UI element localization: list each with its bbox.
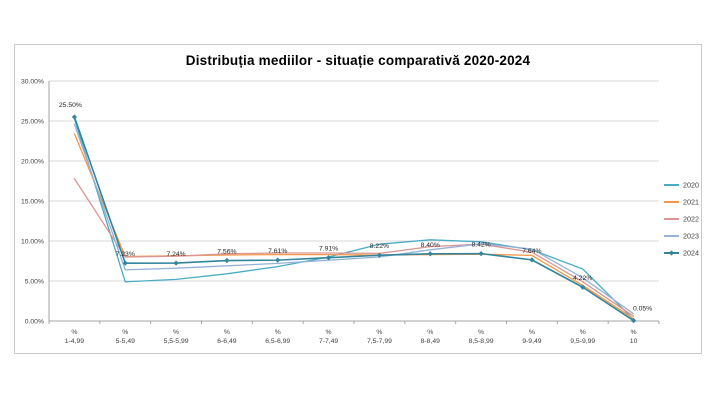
x-tick-label: %	[224, 329, 230, 336]
legend-label: 2021	[683, 198, 699, 207]
y-tick-label: 10.00%	[21, 238, 44, 245]
data-label: 8.40%	[421, 242, 440, 249]
series-marker-2024	[275, 257, 281, 263]
legend-marker	[668, 250, 675, 256]
legend-item-2023: 2023	[664, 232, 699, 241]
y-tick-label: 15.00%	[21, 198, 44, 205]
x-tick-label: %	[631, 329, 637, 336]
x-tick-label: 7-7,49	[319, 338, 338, 345]
data-label: 7.91%	[319, 246, 338, 253]
series-marker-2024	[173, 260, 179, 266]
chart-title: Distribuția mediilor - situație comparat…	[185, 53, 531, 68]
series-marker-2024	[122, 260, 128, 266]
x-tick-label: 8,5-8,99	[469, 338, 494, 345]
data-label: 8.42%	[471, 242, 490, 249]
y-tick-label: 0.00%	[25, 318, 44, 325]
chart-canvas: 0.00% 5.00% 10.00% 15.00% 20.00% 25.00% 30.00%…	[21, 78, 699, 345]
x-tick-label: 6,5-6,99	[265, 338, 290, 345]
data-label: 25.50%	[59, 102, 82, 109]
x-tick-label: %	[173, 329, 179, 336]
series-line-2021	[73, 133, 635, 320]
legend-item-2020: 2020	[664, 181, 699, 190]
x-tick-label: 9,5-9,99	[570, 338, 595, 345]
data-label: 7.56%	[217, 249, 236, 256]
series-marker-2024	[580, 284, 586, 290]
x-tick-label: %	[275, 329, 281, 336]
y-tick-label: 5.00%	[25, 278, 44, 285]
legend-item-2024: 2024	[664, 249, 699, 258]
y-tick-label: 25.00%	[21, 118, 44, 125]
series-line-2023	[73, 123, 635, 315]
x-tick-label: 1-4,99	[65, 338, 84, 345]
x-tick-label: %	[71, 329, 77, 336]
legend-label: 2022	[683, 215, 699, 224]
legend-label: 2020	[683, 181, 699, 190]
data-label: 7.61%	[268, 248, 287, 255]
x-tick-label: 8-8,49	[421, 338, 440, 345]
legend-item-2022: 2022	[664, 215, 699, 224]
x-tick-label: %	[580, 329, 586, 336]
x-tick-label: %	[529, 329, 535, 336]
x-tick-label: 9-9,49	[522, 338, 541, 345]
series-line-2022	[73, 177, 635, 317]
x-tick-label: 5-5,49	[116, 338, 135, 345]
series-marker-2024	[427, 251, 433, 257]
x-tick-label: 7,5-7,99	[367, 338, 392, 345]
data-label: 4.22%	[573, 275, 592, 282]
series-marker-2024	[630, 318, 637, 324]
series-marker-2024	[224, 257, 230, 264]
x-tick-label: 10	[630, 338, 638, 345]
series-marker-2024	[478, 251, 484, 257]
y-tick-label: 30.00%	[21, 78, 44, 85]
chart-frame: Distribuția mediilor - situație comparat…	[14, 44, 702, 354]
legend-label: 2024	[683, 249, 699, 258]
legend-label: 2023	[683, 232, 699, 241]
data-label: 0.05%	[633, 306, 652, 313]
x-tick-label: %	[427, 329, 433, 336]
series-line-2020	[73, 117, 635, 321]
series-marker-2024	[529, 257, 535, 263]
data-label: 7.24%	[166, 251, 185, 258]
y-tick-label: 20.00%	[21, 158, 44, 165]
x-tick-label: 5,5-5,99	[164, 338, 189, 345]
series-marker-2024	[71, 114, 78, 120]
data-label: 7.23%	[116, 251, 135, 258]
x-tick-label: 6-6,49	[217, 338, 236, 345]
series-line-2024	[73, 116, 635, 322]
x-tick-label: %	[326, 329, 332, 336]
x-tick-label: %	[478, 329, 484, 336]
x-tick-label: %	[122, 329, 128, 336]
x-tick-label: %	[376, 329, 382, 336]
data-label: 7.64%	[522, 248, 541, 255]
data-label: 8.22%	[370, 243, 389, 250]
legend-item-2021: 2021	[664, 198, 699, 207]
